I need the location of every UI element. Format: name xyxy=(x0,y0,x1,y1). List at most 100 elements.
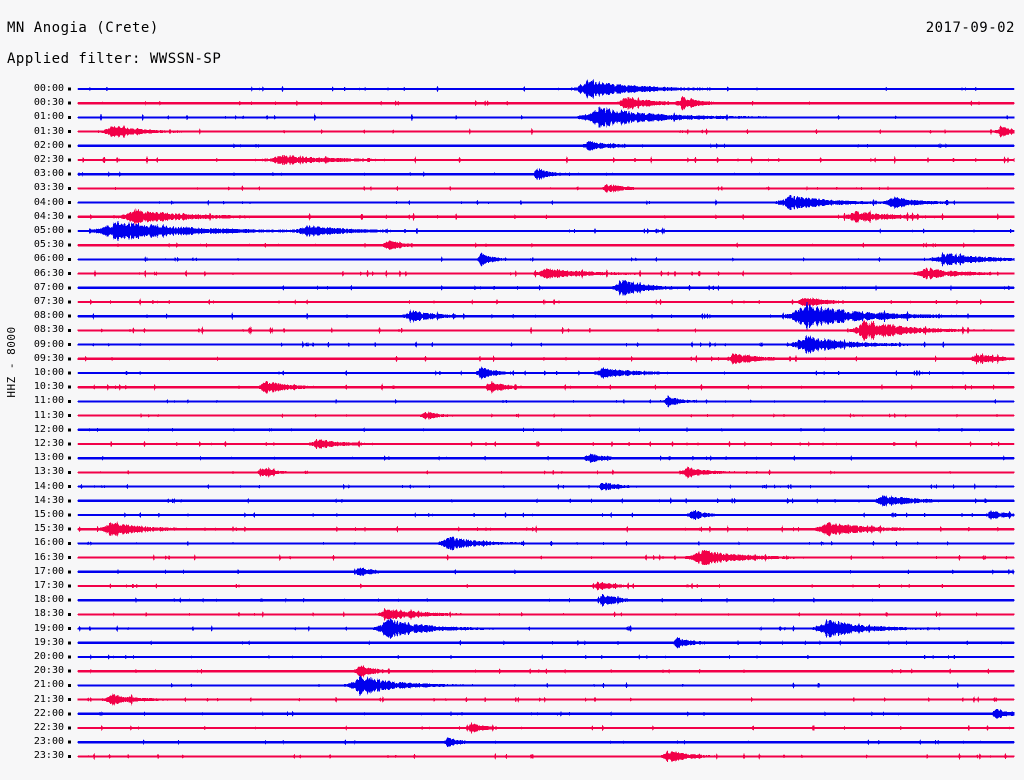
row-time-label: 10:00 xyxy=(33,367,64,378)
trace-baseline xyxy=(78,726,1014,730)
trace-baseline xyxy=(78,300,1014,304)
row-tick xyxy=(68,485,71,489)
row-tick xyxy=(68,740,71,744)
trace-baseline xyxy=(78,471,1014,474)
row-time-label: 13:00 xyxy=(33,452,64,464)
trace-baseline xyxy=(78,414,1014,417)
trace-baseline xyxy=(78,229,1014,233)
trace-baseline xyxy=(78,258,1014,261)
row-tick xyxy=(68,470,71,474)
row-tick xyxy=(68,300,71,304)
trace-baseline xyxy=(78,457,1014,460)
row-time-label: 01:00 xyxy=(33,111,64,123)
row-tick xyxy=(68,101,71,105)
trace-baseline xyxy=(78,102,1014,105)
row-time-label: 05:30 xyxy=(33,239,64,251)
row-time-label: 18:00 xyxy=(33,594,64,606)
row-time-label: 18:30 xyxy=(33,608,64,620)
trace-baseline xyxy=(78,755,1014,758)
trace-baseline xyxy=(78,641,1014,644)
trace-baseline xyxy=(78,627,1014,630)
row-tick xyxy=(68,655,71,659)
row-time-label: 05:00 xyxy=(33,225,64,236)
trace-baseline xyxy=(78,343,1014,346)
row-tick xyxy=(68,598,71,602)
trace-baseline xyxy=(78,357,1014,360)
trace-baseline xyxy=(78,485,1014,488)
row-tick xyxy=(68,328,71,332)
trace-baseline xyxy=(78,712,1014,715)
row-time-label: 19:00 xyxy=(33,622,64,634)
row-time-label: 12:00 xyxy=(33,423,64,435)
trace-baseline xyxy=(78,528,1014,531)
trace-baseline xyxy=(78,187,1014,190)
trace-baseline xyxy=(78,570,1014,573)
trace-baseline xyxy=(78,655,1014,659)
row-time-label: 23:30 xyxy=(33,750,64,762)
trace-baseline xyxy=(78,158,1014,162)
row-time-label: 15:30 xyxy=(33,523,64,535)
row-time-label: 09:30 xyxy=(33,352,64,364)
trace-baseline xyxy=(78,244,1014,247)
row-time-label: 17:00 xyxy=(33,565,64,577)
trace-baseline xyxy=(78,386,1014,389)
trace-baseline xyxy=(78,513,1014,517)
trace-baseline xyxy=(78,499,1014,502)
trace-baseline xyxy=(78,201,1014,204)
station-title: MN Anogia (Crete) xyxy=(7,20,159,36)
row-time-label: 21:00 xyxy=(33,679,64,691)
row-tick xyxy=(68,669,71,673)
row-tick xyxy=(68,414,71,418)
row-time-label: 06:00 xyxy=(33,253,64,265)
row-time-label: 07:30 xyxy=(33,296,64,307)
row-tick xyxy=(68,172,71,176)
row-time-label: 04:00 xyxy=(33,196,64,208)
row-tick xyxy=(68,627,71,631)
row-tick xyxy=(68,357,71,361)
trace-baseline xyxy=(78,684,1014,687)
row-time-label: 14:30 xyxy=(33,494,64,506)
trace-baseline xyxy=(78,542,1014,545)
trace-baseline xyxy=(78,741,1014,744)
row-tick xyxy=(68,257,71,261)
row-tick xyxy=(68,584,71,588)
trace-baseline xyxy=(78,130,1014,133)
row-time-label: 15:00 xyxy=(33,509,64,520)
row-time-label: 21:30 xyxy=(33,693,64,705)
trace-baseline xyxy=(78,315,1014,318)
row-tick xyxy=(68,371,71,375)
row-tick xyxy=(68,144,71,148)
date-label: 2017-09-02 xyxy=(925,20,1015,36)
row-tick xyxy=(68,456,71,460)
row-tick xyxy=(68,513,71,517)
row-time-label: 03:00 xyxy=(33,168,64,180)
row-tick xyxy=(68,186,71,190)
row-time-label: 12:30 xyxy=(33,438,64,449)
row-tick xyxy=(68,726,71,730)
row-time-label: 00:00 xyxy=(33,83,64,94)
trace-baseline xyxy=(78,400,1014,403)
trace-baseline xyxy=(78,173,1014,176)
row-tick xyxy=(68,499,71,503)
row-tick xyxy=(68,385,71,389)
row-tick xyxy=(68,612,71,616)
trace-baseline xyxy=(78,670,1014,673)
trace-baseline xyxy=(78,144,1014,147)
row-tick xyxy=(68,272,71,276)
row-tick xyxy=(68,130,71,134)
row-tick xyxy=(68,754,71,758)
filter-label: Applied filter: WWSSN-SP xyxy=(7,51,222,67)
row-tick xyxy=(68,314,71,318)
row-tick xyxy=(68,556,71,560)
row-tick xyxy=(68,201,71,205)
trace-baseline xyxy=(78,87,1014,91)
row-time-label: 22:30 xyxy=(33,722,64,733)
row-time-label: 08:00 xyxy=(33,310,64,322)
row-tick xyxy=(68,286,71,290)
row-tick xyxy=(68,215,71,219)
trace-baseline xyxy=(78,599,1014,602)
row-time-label: 02:30 xyxy=(33,154,64,165)
row-tick xyxy=(68,229,71,233)
row-time-label: 23:00 xyxy=(33,736,64,748)
